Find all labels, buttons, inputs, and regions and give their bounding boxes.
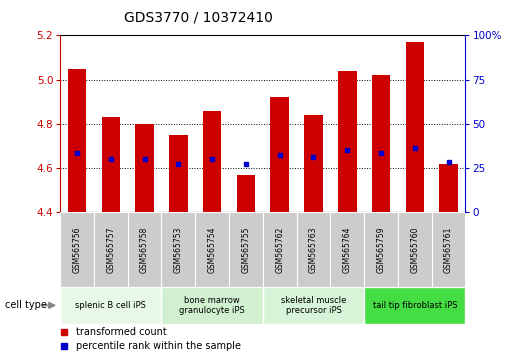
Bar — [60, 212, 94, 287]
Bar — [128, 212, 162, 287]
Bar — [364, 212, 398, 287]
Bar — [169, 135, 188, 212]
Bar — [439, 164, 458, 212]
Text: skeletal muscle
precursor iPS: skeletal muscle precursor iPS — [281, 296, 346, 315]
Bar — [431, 212, 465, 287]
Text: GSM565753: GSM565753 — [174, 226, 183, 273]
Bar — [229, 212, 263, 287]
Bar — [364, 287, 465, 324]
Bar — [68, 69, 86, 212]
Bar — [263, 212, 297, 287]
Bar — [331, 212, 364, 287]
Bar — [162, 212, 195, 287]
Bar — [195, 212, 229, 287]
Bar — [135, 124, 154, 212]
Bar — [203, 110, 221, 212]
Text: GDS3770 / 10372410: GDS3770 / 10372410 — [124, 11, 273, 25]
Text: GSM565754: GSM565754 — [208, 226, 217, 273]
Text: GSM565759: GSM565759 — [377, 226, 385, 273]
Text: GSM565762: GSM565762 — [275, 226, 284, 273]
Bar — [101, 117, 120, 212]
Bar — [398, 212, 431, 287]
Text: percentile rank within the sample: percentile rank within the sample — [76, 341, 241, 350]
Bar — [60, 287, 162, 324]
Text: splenic B cell iPS: splenic B cell iPS — [75, 301, 146, 310]
Bar — [94, 212, 128, 287]
Bar — [263, 287, 364, 324]
Bar — [162, 287, 263, 324]
Text: GSM565757: GSM565757 — [106, 226, 115, 273]
Bar — [405, 42, 424, 212]
Bar — [338, 71, 357, 212]
Bar — [236, 175, 255, 212]
Text: GSM565761: GSM565761 — [444, 226, 453, 273]
Text: GSM565763: GSM565763 — [309, 226, 318, 273]
Text: GSM565758: GSM565758 — [140, 226, 149, 273]
Bar — [304, 115, 323, 212]
Text: GSM565760: GSM565760 — [411, 226, 419, 273]
Text: GSM565764: GSM565764 — [343, 226, 352, 273]
Text: GSM565755: GSM565755 — [242, 226, 251, 273]
Text: tail tip fibroblast iPS: tail tip fibroblast iPS — [372, 301, 457, 310]
Text: GSM565756: GSM565756 — [73, 226, 82, 273]
Bar — [270, 97, 289, 212]
Text: cell type: cell type — [5, 300, 47, 310]
Bar — [372, 75, 390, 212]
Bar — [297, 212, 331, 287]
Text: transformed count: transformed count — [76, 327, 167, 337]
Text: bone marrow
granulocyte iPS: bone marrow granulocyte iPS — [179, 296, 245, 315]
